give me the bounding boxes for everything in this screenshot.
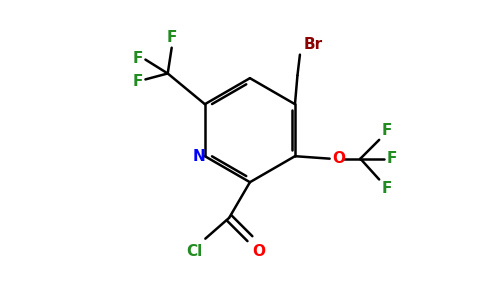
Text: F: F [381, 123, 392, 138]
Text: O: O [252, 244, 265, 259]
Text: F: F [133, 74, 143, 89]
Text: F: F [387, 151, 397, 166]
Text: N: N [193, 149, 205, 164]
Text: Br: Br [304, 37, 323, 52]
Text: Cl: Cl [187, 244, 203, 259]
Text: F: F [381, 182, 392, 196]
Text: F: F [166, 30, 177, 45]
Text: O: O [332, 151, 345, 166]
Text: F: F [133, 51, 143, 66]
